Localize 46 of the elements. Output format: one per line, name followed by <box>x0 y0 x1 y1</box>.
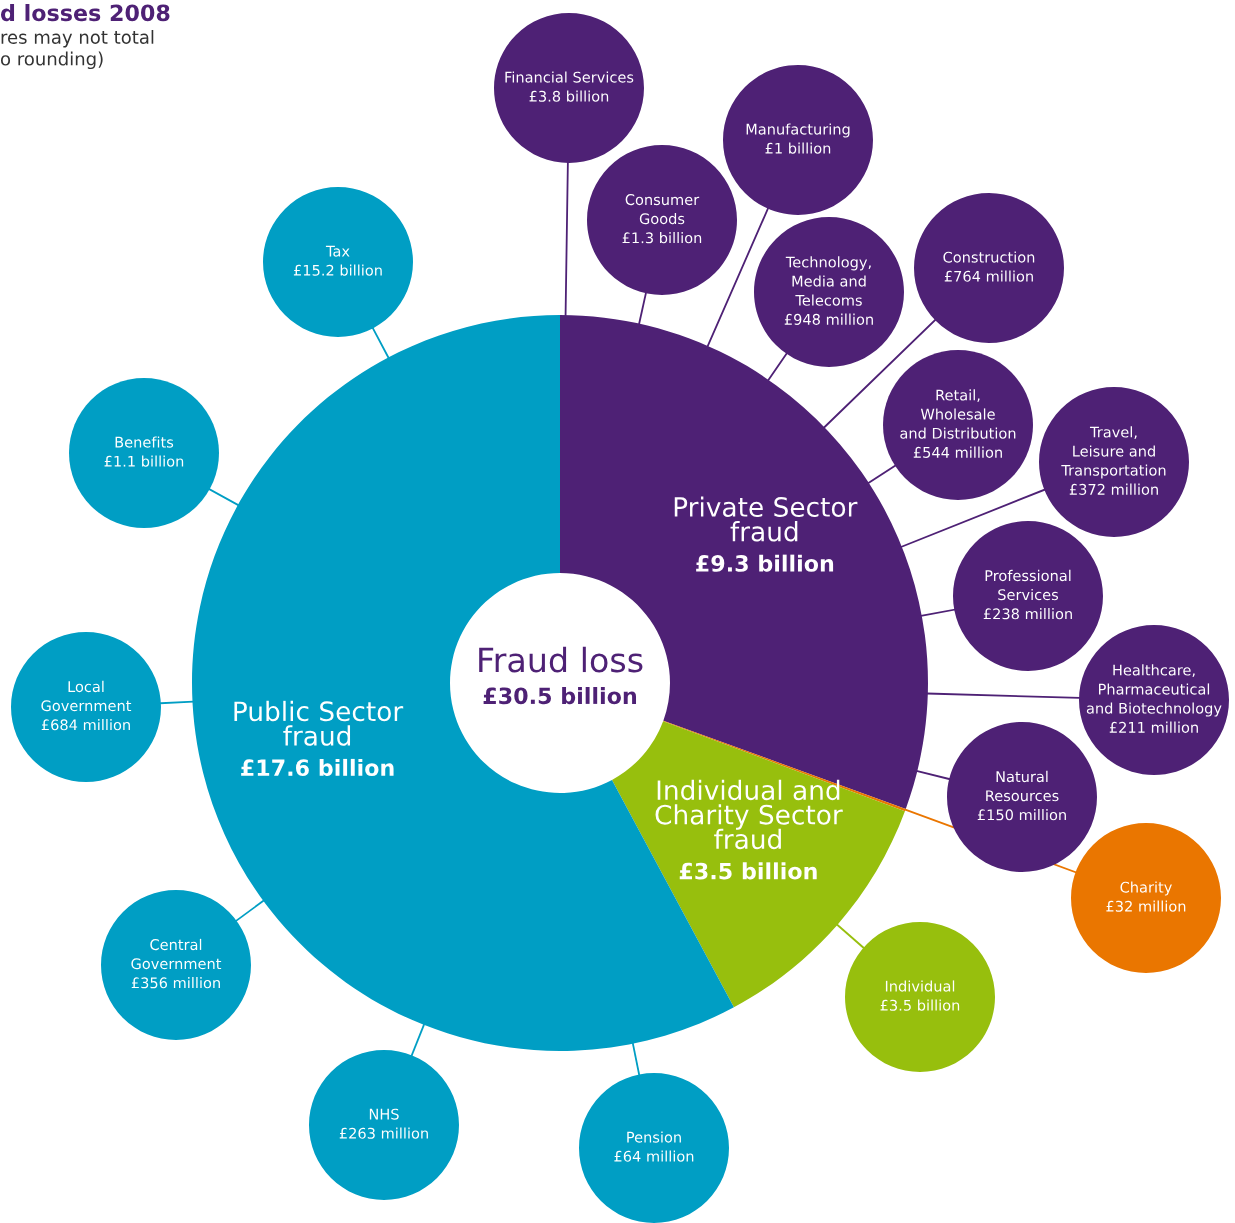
text: £238 million <box>983 608 1072 620</box>
category-label: Retail, Wholesale and Distribution <box>900 389 1016 439</box>
data-label: £3.5 billion <box>679 862 817 880</box>
data-label: £9.3 billion <box>696 554 834 572</box>
category-label: Local Government <box>41 680 132 712</box>
text: d losses 2008 <box>1 4 170 22</box>
text: £764 million <box>944 270 1033 282</box>
category-label: NHS <box>369 1108 399 1120</box>
text: £3.8 billion <box>529 90 609 102</box>
text: £684 million <box>41 719 130 731</box>
slice-label: Private Sector fraud <box>674 496 858 542</box>
category-label: Healthcare, Pharmaceutical and Biotechnology <box>1086 664 1222 717</box>
text: £64 million <box>614 1150 694 1162</box>
category-label: Financial Services <box>505 71 634 83</box>
text: £30.5 billion <box>483 687 637 705</box>
category-label: Consumer Goods <box>625 194 700 225</box>
text: £263 million <box>339 1127 428 1139</box>
text: £372 million <box>1069 483 1158 495</box>
text: £948 million <box>784 313 873 325</box>
slice-label: Individual and Charity Sector fraud <box>655 779 843 850</box>
text: £1.3 billion <box>622 232 702 244</box>
category-label: Pension <box>627 1131 681 1143</box>
text: £211 million <box>1109 721 1198 733</box>
text: £15.2 billion <box>293 264 382 276</box>
category-label: Technology, Media and Telecoms <box>785 256 871 306</box>
text: res may not total o rounding) <box>1 30 154 70</box>
category-label: Manufacturing <box>746 123 850 138</box>
text: £544 million <box>913 446 1002 458</box>
category-label: Benefits <box>115 436 174 448</box>
text: £1.1 billion <box>104 455 184 467</box>
category-label: Travel, Leisure and Transportation <box>1061 426 1166 479</box>
category-label: Tax <box>325 245 350 257</box>
text: £3.5 billion <box>880 999 960 1011</box>
text: £32 million <box>1106 900 1186 912</box>
legend-label: Public Sector fraud <box>234 700 404 746</box>
text: £1 billion <box>765 142 831 154</box>
data-label: £17.6 billion <box>241 758 394 777</box>
category-label: Charity <box>1120 881 1172 896</box>
category-label: Professional Services <box>985 569 1071 601</box>
text: Fraud loss <box>479 646 643 673</box>
text: £356 million <box>131 977 220 989</box>
category-label: Natural Resources <box>986 770 1059 802</box>
category-label: Construction <box>943 251 1035 263</box>
category-label: Central Government <box>131 938 222 970</box>
category-label: Individual <box>885 980 955 992</box>
text: £150 million <box>977 809 1066 821</box>
